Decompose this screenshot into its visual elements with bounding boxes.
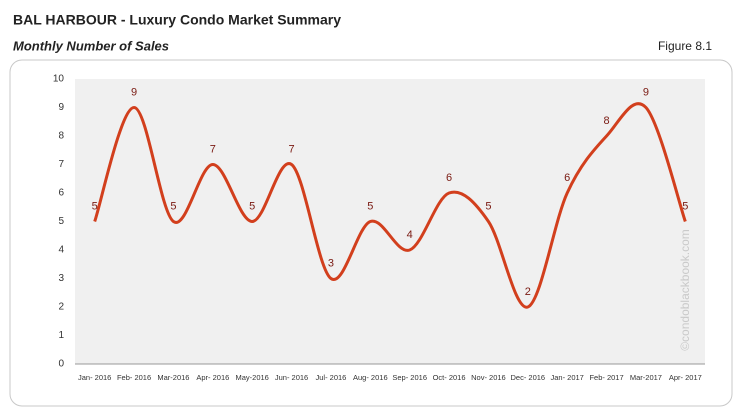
y-tick-label: 4 <box>58 245 64 256</box>
data-label: 8 <box>604 115 610 127</box>
plot-area <box>75 79 705 364</box>
data-label: 5 <box>367 200 373 212</box>
figure-label: Figure 8.1 <box>658 39 712 53</box>
data-label: 6 <box>564 172 570 184</box>
data-label: 3 <box>328 257 334 269</box>
y-tick-label: 9 <box>58 102 64 113</box>
x-tick-label: Dec- 2016 <box>511 373 546 382</box>
data-label: 9 <box>643 86 649 98</box>
x-tick-label: Apr- 2016 <box>196 373 229 382</box>
y-tick-label: 8 <box>58 131 64 142</box>
y-tick-label: 1 <box>58 330 64 341</box>
y-tick-label: 10 <box>53 74 65 85</box>
data-label: 6 <box>446 172 452 184</box>
data-label: 5 <box>249 200 255 212</box>
data-label: 9 <box>131 86 137 98</box>
chart-title: BAL HARBOUR - Luxury Condo Market Summar… <box>13 12 341 28</box>
x-tick-label: Mar-2017 <box>630 373 662 382</box>
x-tick-label: Sep- 2016 <box>392 373 427 382</box>
x-tick-label: Feb- 2017 <box>589 373 623 382</box>
y-tick-label: 5 <box>58 216 64 227</box>
x-tick-label: Feb- 2016 <box>117 373 151 382</box>
data-label: 2 <box>525 286 531 298</box>
x-tick-label: Mar-2016 <box>157 373 189 382</box>
data-label: 5 <box>485 200 491 212</box>
x-tick-label: Jul- 2016 <box>316 373 347 382</box>
line <box>93 102 687 309</box>
x-tick-label: Nov- 2016 <box>471 373 506 382</box>
x-tick-label: Jan- 2016 <box>78 373 111 382</box>
data-label: 5 <box>682 200 688 212</box>
x-tick-label: Jun- 2016 <box>275 373 308 382</box>
y-tick-label: 3 <box>58 273 64 284</box>
data-label: 7 <box>210 143 216 155</box>
x-tick-label: Apr- 2017 <box>669 373 702 382</box>
chart-subtitle: Monthly Number of Sales <box>13 38 169 53</box>
x-tick-label: Jan- 2017 <box>551 373 584 382</box>
y-tick-label: 0 <box>58 359 64 370</box>
y-tick-label: 6 <box>58 188 64 199</box>
data-label: 7 <box>289 143 295 155</box>
watermark: ©condoblackbook.com <box>678 229 692 351</box>
x-tick-label: Aug- 2016 <box>353 373 388 382</box>
x-tick-label: Oct- 2016 <box>433 373 466 382</box>
data-label: 5 <box>92 200 98 212</box>
y-tick-label: 7 <box>58 159 64 170</box>
x-tick-label: May-2016 <box>236 373 269 382</box>
data-label: 4 <box>407 229 413 241</box>
data-label: 5 <box>170 200 176 212</box>
y-tick-label: 2 <box>58 302 64 313</box>
